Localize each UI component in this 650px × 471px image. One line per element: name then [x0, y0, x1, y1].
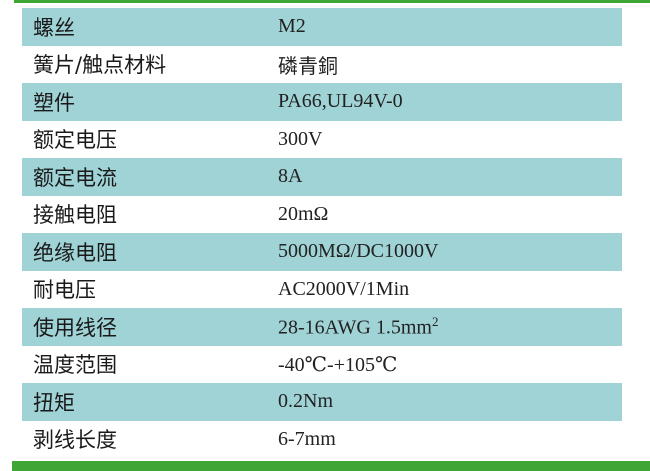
spec-label: 扭矩 — [33, 390, 75, 415]
spec-label: 温度范围 — [33, 353, 117, 378]
spec-value: -40℃-+105℃ — [278, 353, 398, 376]
spec-row: 绝缘电阻 5000MΩ/DC1000V — [22, 233, 622, 271]
spec-value: PA66,UL94V-0 — [278, 90, 403, 113]
spec-row: 额定电流 8A — [22, 158, 622, 196]
spec-label: 绝缘电阻 — [33, 240, 117, 265]
spec-row: 额定电压 300V — [22, 121, 622, 159]
spec-row: 螺丝 M2 — [22, 8, 622, 46]
spec-row: 接触电阻 20mΩ — [22, 196, 622, 234]
spec-label: 使用线径 — [33, 315, 117, 340]
spec-value: 0.2Nm — [278, 390, 333, 413]
top-accent-bar — [14, 0, 650, 3]
spec-value: AC2000V/1Min — [278, 277, 410, 300]
spec-value: 6-7mm — [278, 427, 336, 450]
spec-row: 温度范围 -40℃-+105℃ — [22, 346, 622, 384]
spec-label: 螺丝 — [33, 15, 75, 40]
spec-row: 剥线长度 6-7mm — [22, 421, 622, 459]
superscript: 2 — [431, 313, 439, 329]
spec-value: 磷青銅 — [278, 55, 338, 78]
spec-label: 额定电流 — [33, 165, 117, 190]
spec-value: 300V — [278, 127, 323, 150]
spec-row: 耐电压 AC2000V/1Min — [22, 271, 622, 309]
spec-value: 28-16AWG 1.5mm2 — [278, 313, 439, 339]
spec-value: M2 — [278, 15, 306, 38]
spec-label: 额定电压 — [33, 128, 117, 153]
spec-value: 5000MΩ/DC1000V — [278, 240, 439, 263]
spec-value: 20mΩ — [278, 202, 329, 225]
spec-label: 耐电压 — [33, 278, 96, 303]
spec-table: 螺丝 M2 簧片/触点材料 磷青銅塑件 PA66,UL94V-0 额定电压 300V 额定电流… — [22, 8, 622, 458]
spec-label: 接触电阻 — [33, 203, 117, 228]
bottom-accent-bar — [12, 461, 650, 471]
spec-row: 扭矩 0.2Nm — [22, 383, 622, 421]
spec-label: 剥线长度 — [33, 428, 117, 453]
spec-label: 塑件 — [33, 90, 75, 115]
spec-row: 塑件 PA66,UL94V-0 — [22, 83, 622, 121]
spec-row: 使用线径 28-16AWG 1.5mm2 — [22, 308, 622, 346]
spec-row: 簧片/触点材料 磷青銅 — [22, 46, 622, 84]
spec-value: 8A — [278, 165, 303, 188]
spec-label: 簧片/触点材料 — [33, 53, 167, 78]
